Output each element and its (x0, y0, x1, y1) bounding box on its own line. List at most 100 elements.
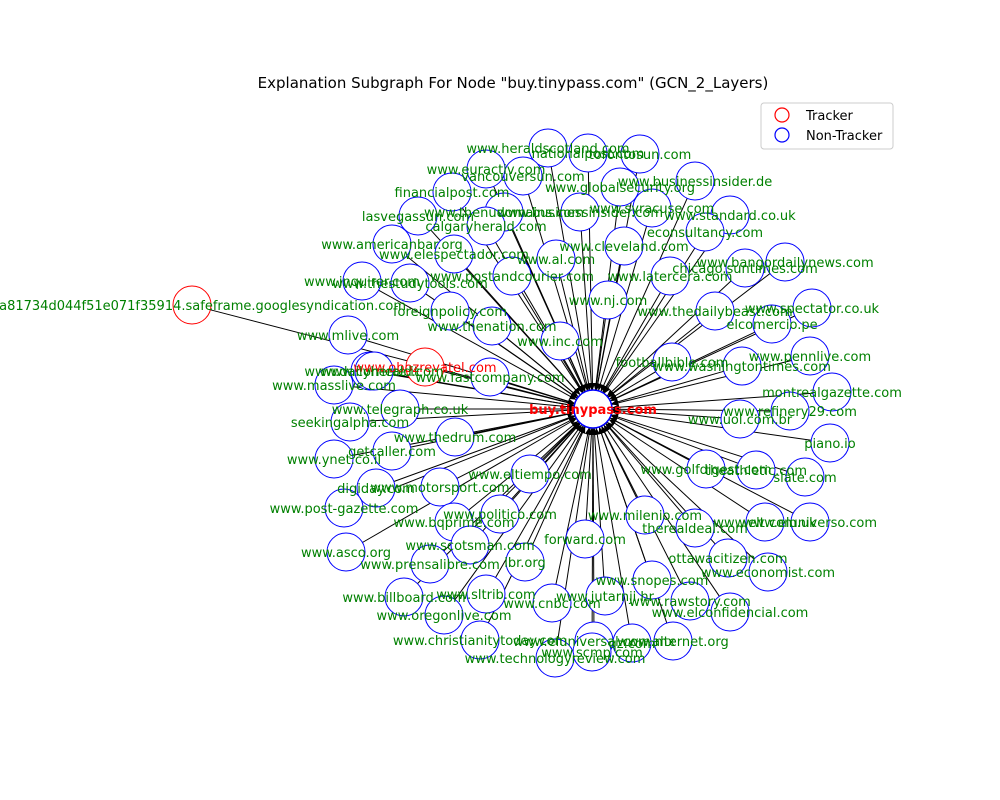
node-www-refinery29-com[interactable] (770, 391, 810, 431)
center-node[interactable] (573, 389, 613, 429)
node-forward-com[interactable] (565, 519, 605, 559)
node-lbr-org[interactable] (505, 542, 545, 582)
node-www-heraldscotland-com[interactable] (528, 128, 568, 168)
node-label-www-thenation-com: www.thenation.com (427, 320, 556, 335)
node-www-motorsport-com[interactable] (420, 467, 460, 507)
edge-therealdeal-com (605, 423, 683, 514)
node-www-sltrib-com[interactable] (466, 574, 506, 614)
node-financialpost-com[interactable] (432, 172, 472, 212)
node-ottawacitizen-com[interactable] (708, 538, 748, 578)
node-www-thestudytools-com[interactable] (390, 263, 430, 303)
node-www-technologyreview-com[interactable] (535, 638, 575, 678)
node-www-cnbc-com[interactable] (532, 583, 572, 623)
tracker-node-www-obozrevatel-com[interactable] (405, 347, 445, 387)
node-foreignpolicy-com[interactable] (430, 291, 470, 331)
node-www-milenio-com[interactable] (625, 495, 665, 535)
node-label-ottawacitizen-com: ottawacitizen.com (668, 552, 787, 567)
node-www-bangordailynews-com[interactable] (765, 242, 805, 282)
node-www-oregonlive-com[interactable] (424, 595, 464, 635)
node-label-www-milenio-com: www.milenio.com (588, 509, 702, 524)
node-www-elt-com-uk[interactable] (745, 502, 785, 542)
node-label-www-inquirer-com: www.inquirer.com (304, 275, 420, 290)
node-nationalpost-com[interactable] (568, 133, 608, 173)
node-www-christianitytoday-com[interactable] (460, 620, 500, 660)
node-www-thedrum-com[interactable] (435, 417, 475, 457)
node-www-inquirer-com[interactable] (342, 261, 382, 301)
node-www-masslive-com[interactable] (314, 365, 354, 405)
node-www-politico-com[interactable] (480, 494, 520, 534)
edge-www-thenation-com (506, 337, 579, 398)
node-www-inc-com[interactable] (540, 321, 580, 361)
node-www-fastcompany-com[interactable] (470, 357, 510, 397)
node-lasvegassun-com[interactable] (398, 196, 438, 236)
node-www-scotsman-com[interactable] (450, 525, 490, 565)
edge-61fa81734d044f51e071f35914-safeframe-googlesyndication-com (210, 309, 575, 406)
node-www-postandcourier-com[interactable] (492, 256, 532, 296)
node-www-washingtontimes-com[interactable] (722, 346, 762, 386)
edge-footballbible-com (609, 371, 656, 400)
node-www-asco-org[interactable] (326, 532, 366, 572)
node-calgaryherald-com[interactable] (466, 206, 506, 246)
node-www-latercera-com[interactable] (650, 256, 690, 296)
node-www-economist-com[interactable] (748, 552, 788, 592)
node-label-www-postandcourier-com: www.postandcourier.com (430, 270, 594, 285)
node-www-golfdigest-com[interactable] (686, 449, 726, 489)
node-footballbible-com[interactable] (652, 342, 692, 382)
node-www-spectator-co-uk[interactable] (792, 288, 832, 328)
node-www-businessinsider-de[interactable] (675, 161, 715, 201)
node-www-telegraph-co-uk[interactable] (380, 389, 420, 429)
node-digiday-com[interactable] (356, 468, 396, 508)
node-www-thedailybeast-com[interactable] (695, 291, 735, 331)
node-chicago-suntimes-com[interactable] (725, 248, 765, 288)
node-label-www-technologyreview-com: www.technologyreview.com (465, 652, 646, 667)
node-www-post-gazette-com[interactable] (324, 488, 364, 528)
node-econsultancy-com[interactable] (685, 212, 725, 252)
node-www-uol-com-br[interactable] (720, 399, 760, 439)
node-label-footballbible-com: footballbible.com (616, 356, 729, 371)
node-www-elconfidencial-com[interactable] (710, 592, 750, 632)
node-www-businessinsider-com[interactable] (560, 192, 600, 232)
node-label-www-rawstory-com: www.rawstory.com (629, 595, 751, 610)
node-www-eltiempo-com[interactable] (510, 454, 550, 494)
node-www-al-com[interactable] (536, 239, 576, 279)
node-vancouversun-com[interactable] (503, 156, 543, 196)
node-www-jutarnji-hr[interactable] (585, 576, 625, 616)
node-label-vancouversun-com: vancouversun.com (461, 170, 584, 185)
node-www-alternet-org[interactable] (653, 621, 693, 661)
node-www-syracuse-com[interactable] (632, 188, 672, 228)
edge-www-businessinsider-com (580, 230, 595, 391)
node-www-rawstory-com[interactable] (670, 581, 710, 621)
node-www-pennlive-com[interactable] (790, 336, 830, 376)
node-label-www-corriere-it: www.corriere.it (321, 365, 419, 380)
node-label-www-euractiv-com: www.euractiv.com (427, 163, 546, 178)
node-www-snopes-com[interactable] (632, 560, 672, 600)
node-slate-com[interactable] (785, 457, 825, 497)
node-therealdeal-com[interactable] (675, 508, 715, 548)
node-www-americanbar-org[interactable] (372, 224, 412, 264)
node-label-www-thedailybeast-com: www.thedailybeast.com (637, 305, 792, 320)
node-label-www-thenudomains-com: www.thenudomains.com (424, 206, 584, 221)
node-www-mlive-com[interactable] (328, 315, 368, 355)
node-www-eluniverso-com[interactable] (790, 502, 830, 542)
node-seekingalpha-com[interactable] (330, 402, 370, 442)
edge-www-thenudomains-com (511, 229, 586, 392)
node-qz-com[interactable] (612, 623, 652, 663)
node-montrealgazette-com[interactable] (812, 372, 852, 412)
node-www-billboard-com[interactable] (384, 577, 424, 617)
node-theathletic-com[interactable] (736, 450, 776, 490)
node-torontosun-com[interactable] (620, 134, 660, 174)
node-getcaller-com[interactable] (372, 431, 412, 471)
node-www-cleveland-com[interactable] (604, 226, 644, 266)
node-www-thenation-com[interactable] (472, 306, 512, 346)
edge-www-pennlive-com (611, 360, 792, 406)
node-www-ynet-co-il[interactable] (314, 439, 354, 479)
node-www-prensalibre-com[interactable] (410, 544, 450, 584)
node-elcomercio-pe[interactable] (752, 304, 792, 344)
center-node-group: buy.tinypass.com (529, 389, 657, 429)
node-www-globalsecurity-org[interactable] (600, 167, 640, 207)
tracker-node-61fa81734d044f51e071f35914-safeframe-googlesyndication-com[interactable] (172, 285, 212, 325)
node-www-dailyherald-com[interactable] (354, 351, 394, 391)
node-www-nj-com[interactable] (588, 280, 628, 320)
node-www-elespectador-com[interactable] (434, 234, 474, 274)
node-piano-io[interactable] (810, 423, 850, 463)
